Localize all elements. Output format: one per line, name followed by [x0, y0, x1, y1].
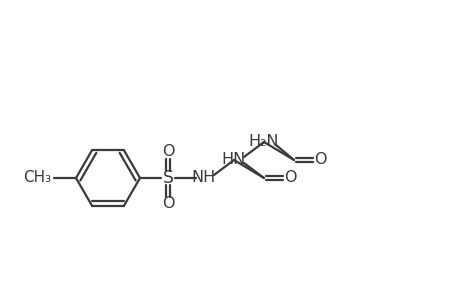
Text: S: S — [162, 169, 173, 187]
Text: O: O — [162, 145, 174, 160]
Text: O: O — [283, 170, 296, 185]
Text: CH₃: CH₃ — [23, 170, 51, 185]
Text: O: O — [162, 196, 174, 211]
Text: HN: HN — [221, 152, 246, 167]
Text: O: O — [313, 152, 325, 167]
Text: H₂N: H₂N — [248, 134, 279, 149]
Text: NH: NH — [191, 170, 216, 185]
